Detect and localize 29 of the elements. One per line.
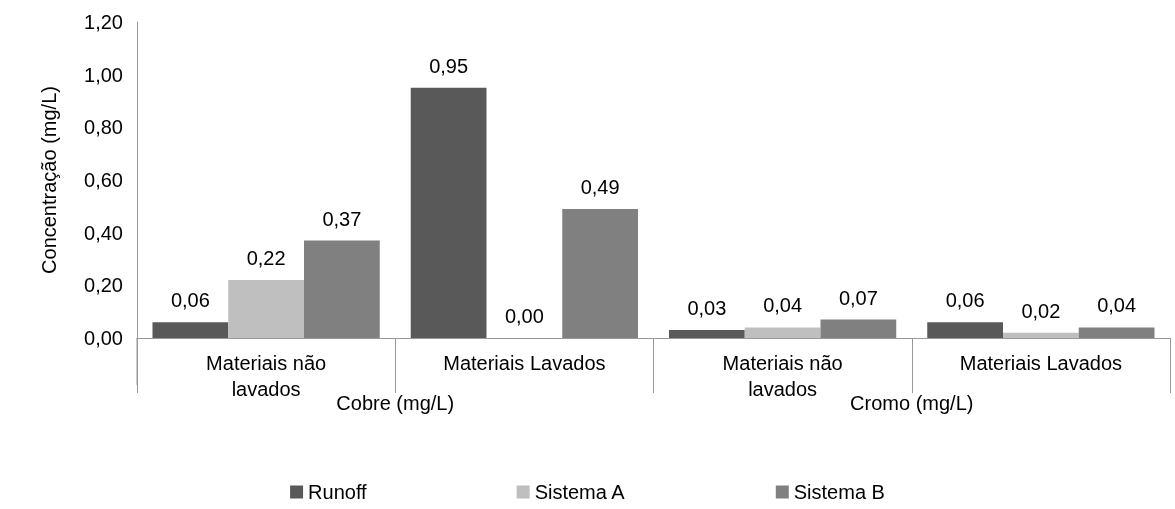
data-label: 0,49 xyxy=(580,175,620,198)
text: Cromo (mg/L) xyxy=(850,392,974,414)
legend-label: Sistema A xyxy=(534,481,626,503)
x-tick-label: Materiais Lavados xyxy=(959,352,1123,374)
data-label: 0,22 xyxy=(246,247,286,270)
data-label: 0,95 xyxy=(429,54,469,77)
y-tick-label: 0,40 xyxy=(84,221,123,244)
x-tick-label: Materiais não lavados xyxy=(722,352,843,400)
y-tick-label: 1,00 xyxy=(84,63,123,86)
data-label: 0,04 xyxy=(1097,294,1137,317)
x-tick-label: Materiais Lavados xyxy=(443,352,606,374)
data-label: 0,04 xyxy=(763,294,803,317)
text: Cobre (mg/L) xyxy=(336,392,455,414)
data-label: 0,37 xyxy=(322,207,362,230)
data-label: 0,02 xyxy=(1021,299,1061,322)
y-tick-label: 0,20 xyxy=(84,274,123,297)
data-label: 0,07 xyxy=(838,286,878,309)
data-label: 0,00 xyxy=(504,305,544,327)
legend-label: Sistema B xyxy=(793,481,885,503)
y-tick-label: 1,20 xyxy=(84,11,123,33)
data-label: 0,06 xyxy=(945,289,985,312)
legend-label: Runoff xyxy=(308,481,368,503)
y-tick-label: 0,60 xyxy=(84,169,123,191)
y-tick-label: 0,80 xyxy=(84,116,123,139)
x-tick-label: Materiais não lavados xyxy=(206,352,327,400)
data-label: 0,06 xyxy=(170,289,210,312)
y-tick-label: 0,00 xyxy=(84,327,123,349)
data-label: 0,03 xyxy=(687,297,727,320)
y-axis-title: Concentração (mg/L) xyxy=(38,86,60,274)
